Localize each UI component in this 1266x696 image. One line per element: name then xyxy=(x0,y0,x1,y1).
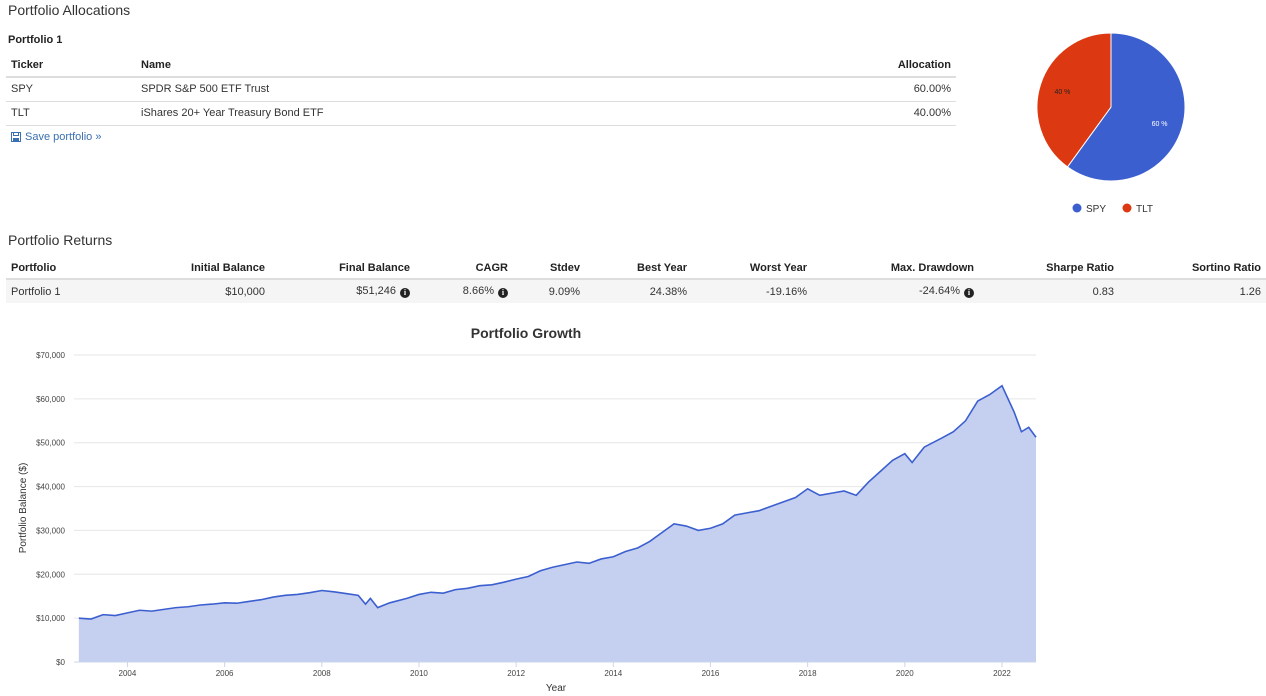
col-best-year: Best Year xyxy=(585,257,692,280)
info-icon[interactable]: i xyxy=(964,288,974,298)
col-allocation: Allocation xyxy=(753,53,956,78)
final-balance-cell: $51,246 i xyxy=(270,279,415,303)
pie-data-label: 40 % xyxy=(1054,89,1070,96)
stdev-cell: 9.09% xyxy=(513,279,585,303)
x-tick-label: 2014 xyxy=(604,669,622,678)
col-portfolio: Portfolio xyxy=(6,257,126,280)
max-drawdown-value: -24.64% xyxy=(919,285,960,297)
y-tick-label: $40,000 xyxy=(36,483,65,492)
pie-slice-tlt[interactable] xyxy=(1036,32,1112,168)
worst-year-cell: -19.16% xyxy=(692,279,812,303)
col-sortino-ratio: Sortino Ratio xyxy=(1119,257,1266,280)
col-final-balance: Final Balance xyxy=(270,257,415,280)
name-cell: iShares 20+ Year Treasury Bond ETF xyxy=(136,101,754,126)
x-tick-label: 2010 xyxy=(410,669,428,678)
legend-label: TLT xyxy=(1136,204,1153,215)
y-tick-label: $0 xyxy=(56,658,65,667)
portfolio-growth-chart: $0 $10,000 $20,000 $30,000 $40,000 $50,000 $60… xyxy=(18,325,1037,694)
legend-item-spy[interactable]: SPY xyxy=(1072,203,1107,216)
col-ticker: Ticker xyxy=(6,53,136,78)
y-tick-label: $30,000 xyxy=(36,526,65,535)
allocation-cell: 60.00% xyxy=(753,77,956,102)
x-tick-label: 2018 xyxy=(799,669,817,678)
sharpe-ratio-cell: 0.83 xyxy=(979,279,1119,303)
returns-title: Portfolio Returns xyxy=(8,232,113,248)
table-row: SPY SPDR S&P 500 ETF Trust 60.00% xyxy=(6,77,956,102)
col-worst-year: Worst Year xyxy=(692,257,812,280)
col-max-drawdown: Max. Drawdown xyxy=(812,257,979,280)
col-name: Name xyxy=(136,53,754,78)
y-tick-label: $60,000 xyxy=(36,395,65,404)
allocation-pie-chart: 60 % 40 % SPY TLT xyxy=(1036,32,1186,216)
portfolio-name: Portfolio 1 xyxy=(8,34,63,46)
portfolio-cell: Portfolio 1 xyxy=(6,279,126,303)
pie-data-label: 60 % xyxy=(1152,121,1168,128)
allocations-title: Portfolio Allocations xyxy=(8,2,131,18)
legend-item-tlt[interactable]: TLT xyxy=(1122,203,1154,216)
allocation-cell: 40.00% xyxy=(753,101,956,126)
y-tick-label: $70,000 xyxy=(36,351,65,360)
col-cagr: CAGR xyxy=(415,257,513,280)
y-tick-label: $20,000 xyxy=(36,570,65,579)
returns-table: Portfolio Initial Balance Final Balance … xyxy=(6,257,1266,303)
legend-label: SPY xyxy=(1086,204,1106,215)
legend-marker xyxy=(1072,203,1082,213)
info-icon[interactable]: i xyxy=(400,288,410,298)
x-tick-label: 2008 xyxy=(313,669,331,678)
initial-balance-cell: $10,000 xyxy=(126,279,270,303)
chart-title: Portfolio Growth xyxy=(471,325,581,341)
y-axis-label: Portfolio Balance ($) xyxy=(18,463,29,554)
cagr-cell: 8.66% i xyxy=(415,279,513,303)
name-cell: SPDR S&P 500 ETF Trust xyxy=(136,77,754,102)
sortino-ratio-cell: 1.26 xyxy=(1119,279,1266,303)
y-tick-label: $10,000 xyxy=(36,614,65,623)
x-tick-label: 2022 xyxy=(993,669,1011,678)
returns-header-row: Portfolio Initial Balance Final Balance … xyxy=(6,257,1266,280)
x-tick-label: 2012 xyxy=(507,669,525,678)
legend-marker xyxy=(1122,203,1132,213)
save-portfolio-label: Save portfolio » xyxy=(25,131,102,143)
final-balance-value: $51,246 xyxy=(356,285,396,297)
y-tick-label: $50,000 xyxy=(36,439,65,448)
x-tick-label: 2004 xyxy=(119,669,137,678)
allocations-header-row: Ticker Name Allocation xyxy=(6,53,956,78)
best-year-cell: 24.38% xyxy=(585,279,692,303)
col-stdev: Stdev xyxy=(513,257,585,280)
x-tick-label: 2006 xyxy=(216,669,234,678)
pie-slice-spy[interactable] xyxy=(1066,32,1186,182)
table-row: Portfolio 1 $10,000 $51,246 i 8.66% i 9.09… xyxy=(6,279,1266,303)
x-axis-label: Year xyxy=(546,683,567,694)
area-fill xyxy=(78,385,1037,662)
cagr-value: 8.66% xyxy=(462,285,494,297)
x-tick-label: 2020 xyxy=(896,669,914,678)
table-row: TLT iShares 20+ Year Treasury Bond ETF 4… xyxy=(6,101,956,126)
allocations-table: Ticker Name Allocation SPY SPDR S&P 500 … xyxy=(6,53,956,126)
floppy-disk-icon xyxy=(11,132,21,142)
ticker-cell: TLT xyxy=(6,101,136,126)
series-line-portfolio-1[interactable] xyxy=(78,384,1037,620)
x-tick-label: 2016 xyxy=(702,669,720,678)
ticker-cell: SPY xyxy=(6,77,136,102)
col-initial-balance: Initial Balance xyxy=(126,257,270,280)
col-sharpe-ratio: Sharpe Ratio xyxy=(979,257,1119,280)
save-portfolio-link[interactable]: Save portfolio » xyxy=(11,131,101,143)
info-icon[interactable]: i xyxy=(498,288,508,298)
max-drawdown-cell: -24.64% i xyxy=(812,279,979,303)
